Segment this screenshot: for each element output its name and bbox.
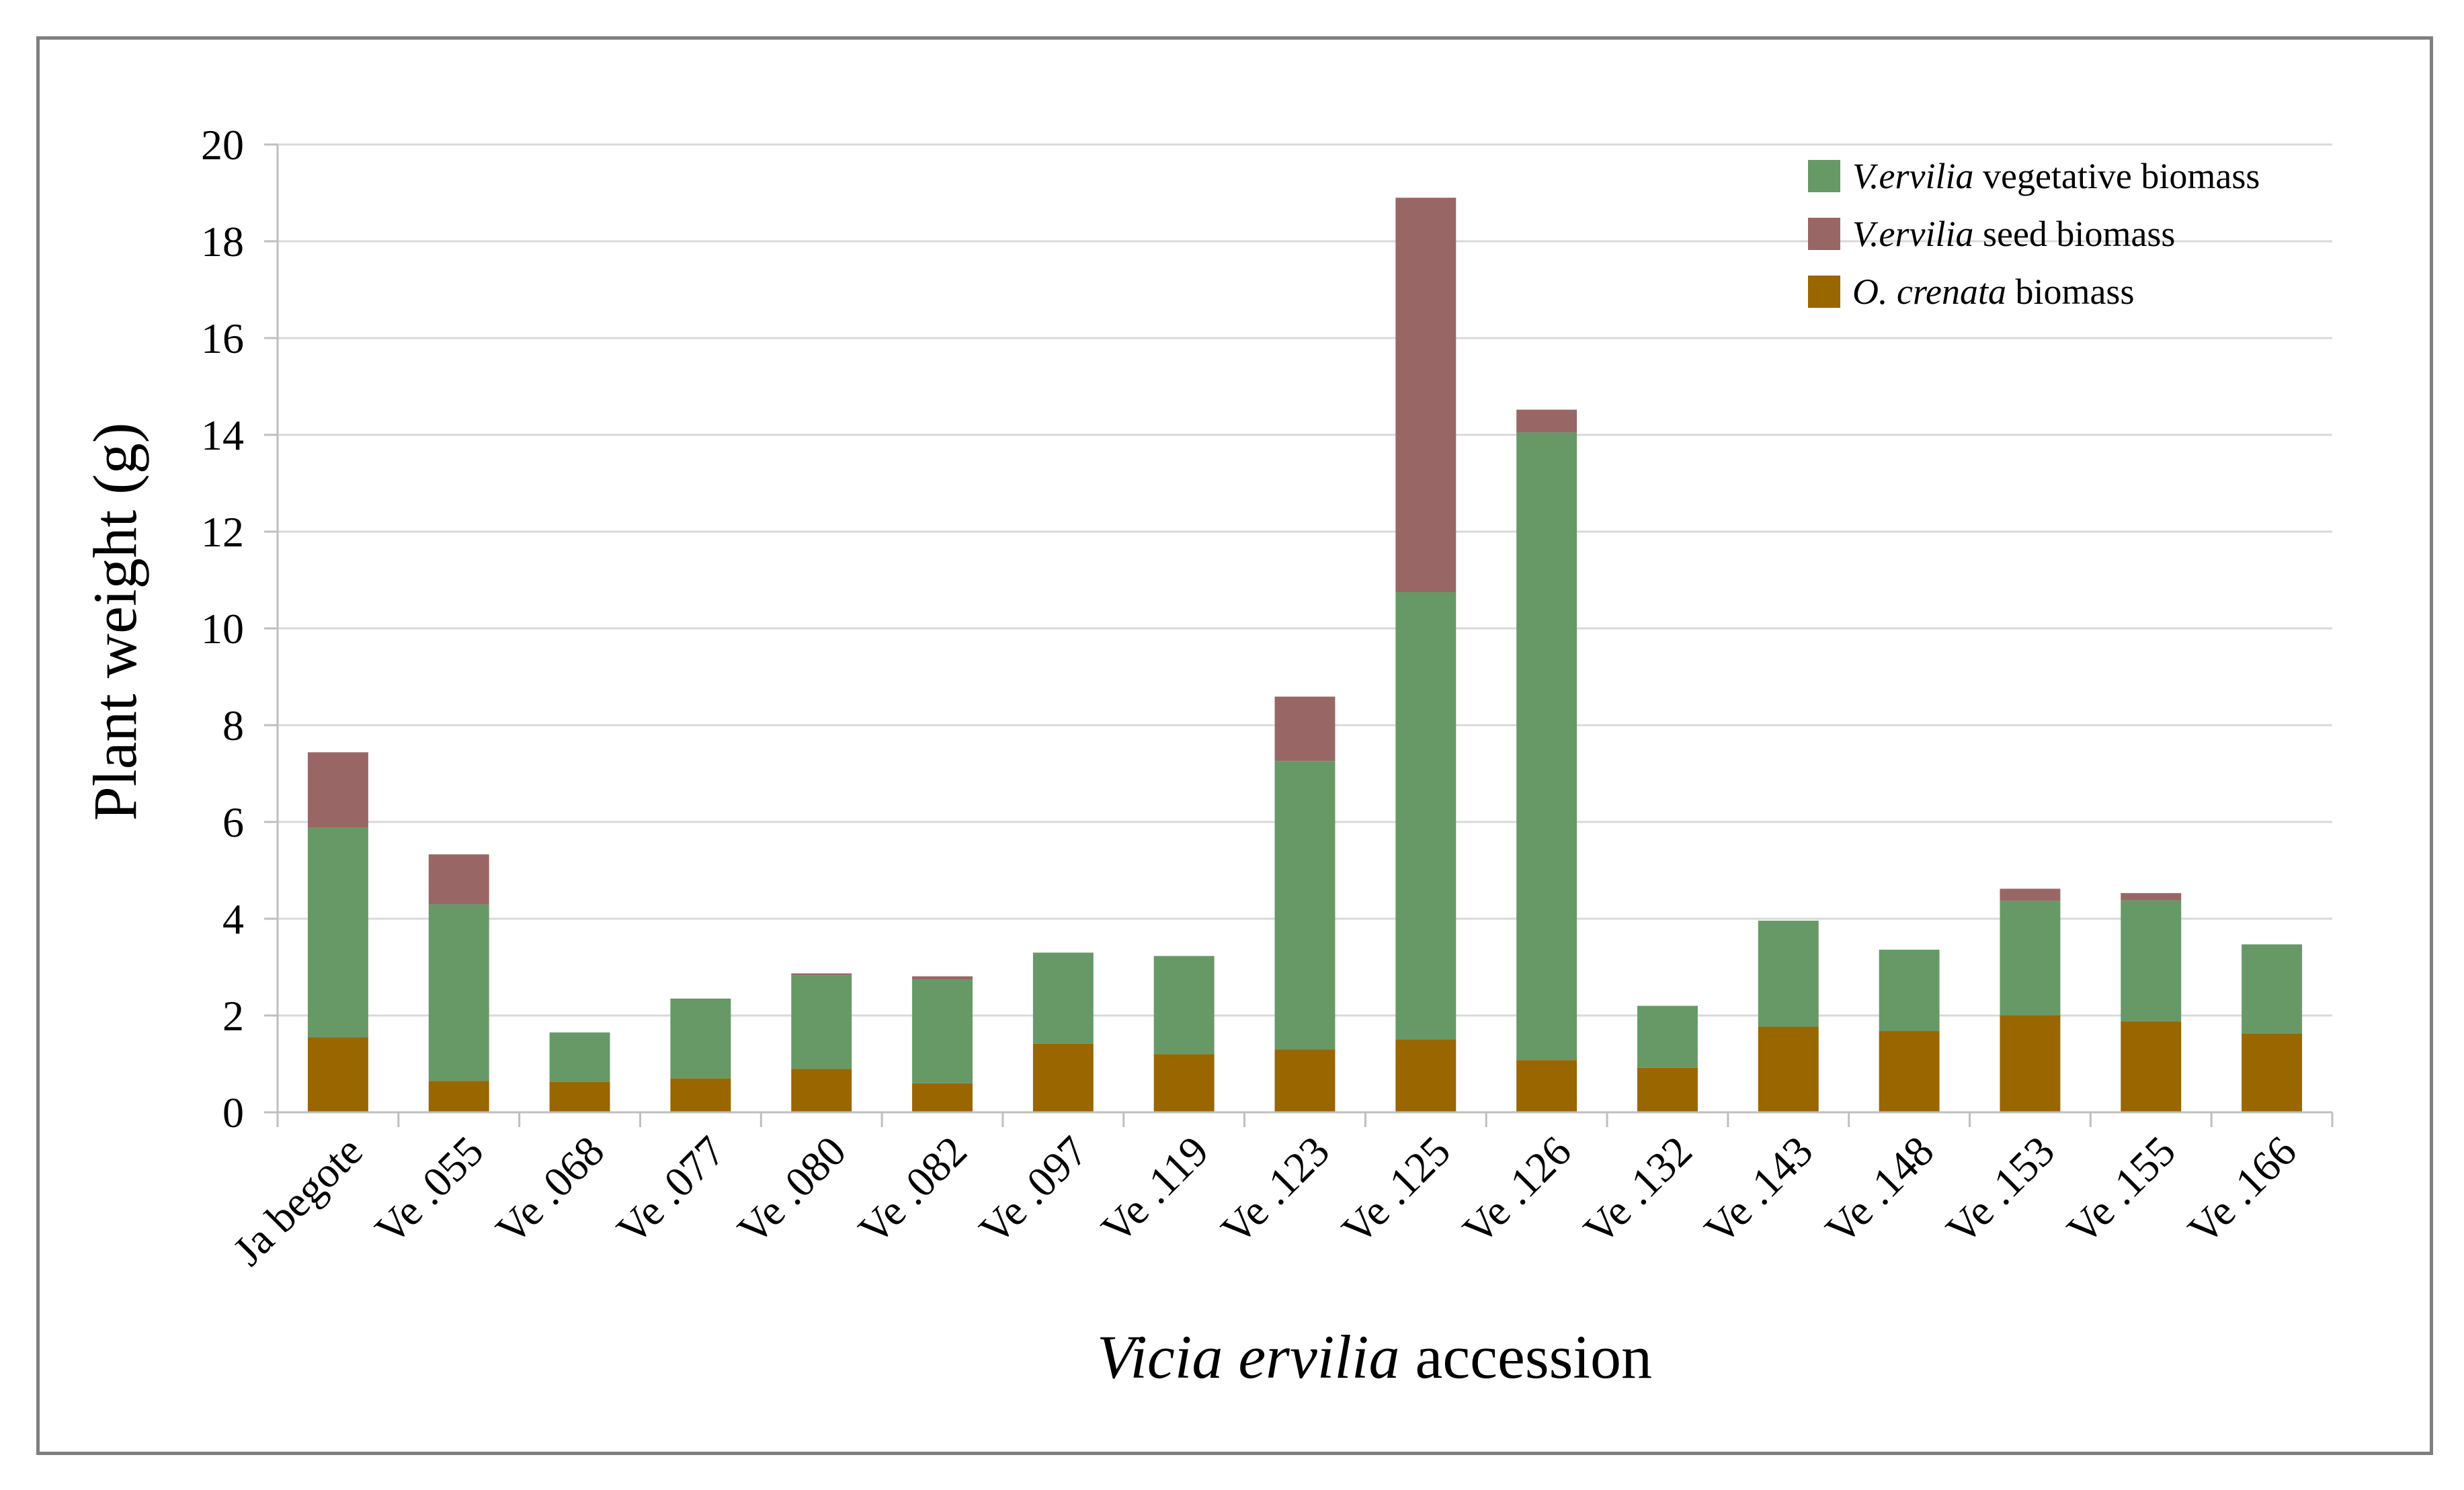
bar-vegetative [428, 904, 489, 1081]
x-tick-label: Ve .077 [608, 1127, 734, 1253]
bar-crenata [1758, 1026, 1819, 1112]
y-tick-label: 18 [201, 218, 244, 265]
bar-vegetative [1032, 952, 1094, 1044]
bar-crenata [1637, 1067, 1698, 1112]
bar-crenata [1516, 1060, 1577, 1112]
chart-frame [36, 36, 2433, 1455]
x-tick-label: Ve .153 [1937, 1127, 2063, 1253]
legend: V.ervilia vegetative biomass V.ervilia se… [1808, 156, 2260, 312]
bar-seed [2121, 893, 2182, 901]
bar-vegetative [2121, 900, 2182, 1022]
x-tick-label: Ve .080 [729, 1127, 855, 1253]
bar-seed [428, 854, 489, 905]
bar-seed [791, 973, 852, 976]
x-tick-label: Ve .125 [1333, 1127, 1459, 1253]
x-tick-label: Ve .126 [1454, 1127, 1580, 1253]
bar-seed [912, 976, 973, 979]
bar-crenata [1032, 1043, 1094, 1112]
y-axis-title: Plant weight (g) [81, 423, 149, 821]
legend-swatch-seed [1808, 218, 1840, 250]
bar-vegetative [1153, 956, 1215, 1054]
x-tick-label: Ve .148 [1816, 1127, 1942, 1253]
bar-crenata [428, 1081, 489, 1112]
y-tick-labels: 0 2 4 6 8 10 12 14 16 18 20 [201, 121, 244, 1136]
y-tick-label: 6 [222, 798, 244, 846]
y-tick-label: 8 [222, 702, 244, 749]
legend-swatch-crenata [1808, 276, 1840, 308]
legend-label-crenata: O. crenata biomass [1852, 272, 2134, 312]
bar-crenata [791, 1069, 852, 1112]
bar-crenata [1879, 1031, 1940, 1112]
y-tick-label: 12 [201, 508, 244, 556]
bar-crenata [2242, 1033, 2303, 1112]
y-tick-label: 14 [201, 411, 244, 459]
bar-crenata [670, 1078, 731, 1112]
bar-crenata [1153, 1054, 1215, 1112]
bar-vegetative [912, 979, 973, 1083]
y-tick-label: 16 [201, 315, 244, 362]
x-axis-title: Vicia ervilia accession [1097, 1323, 1652, 1391]
bar-vegetative [1274, 761, 1336, 1050]
bar-seed [1395, 198, 1456, 592]
bar-vegetative [670, 998, 731, 1079]
bar-vegetative [791, 975, 852, 1069]
bar-crenata [549, 1081, 610, 1112]
bars [307, 198, 2303, 1112]
x-tick-label: Ve .143 [1695, 1127, 1821, 1253]
y-tick-label: 2 [222, 992, 244, 1040]
x-tick-label: Ve .132 [1574, 1127, 1700, 1253]
bar-crenata [307, 1037, 368, 1112]
bar-vegetative [549, 1032, 610, 1082]
y-tick-label: 4 [222, 895, 244, 943]
x-tick-label: Ve .155 [2058, 1127, 2184, 1253]
bar-crenata [1395, 1040, 1456, 1112]
x-tick-label: Ve .068 [487, 1127, 613, 1253]
bar-vegetative [2242, 944, 2303, 1034]
y-tick-label: 10 [201, 605, 244, 653]
x-tick-label: Ve .166 [2179, 1127, 2305, 1253]
x-tick-label: Ja begote [224, 1127, 372, 1275]
bar-crenata [912, 1083, 973, 1112]
bar-vegetative [307, 827, 368, 1038]
bar-crenata [1274, 1049, 1336, 1112]
legend-label-vegetative: V.ervilia vegetative biomass [1852, 156, 2260, 196]
y-tick-label: 0 [222, 1089, 244, 1136]
x-tick-label: Ve .097 [970, 1127, 1096, 1253]
bar-vegetative [1758, 920, 1819, 1027]
bar-crenata [2000, 1016, 2061, 1112]
bar-vegetative [1879, 950, 1940, 1032]
x-tick-label: Ve .119 [1092, 1127, 1218, 1253]
x-tick-label: Ve .123 [1212, 1127, 1338, 1253]
bar-crenata [2121, 1021, 2182, 1112]
x-axis-title-rest: accession [1399, 1323, 1652, 1391]
legend-label-seed: V.ervilia seed biomass [1852, 214, 2175, 254]
bar-seed [2000, 888, 2061, 901]
legend-swatch-vegetative [1808, 160, 1840, 192]
bar-seed [1274, 696, 1336, 761]
axes [264, 143, 2334, 1127]
bar-vegetative [1637, 1005, 1698, 1068]
bar-vegetative [1516, 432, 1577, 1061]
x-axis-title-italic: Vicia ervilia [1097, 1323, 1399, 1391]
bar-seed [1516, 409, 1577, 433]
bar-seed [307, 752, 368, 828]
bar-vegetative [2000, 901, 2061, 1016]
bar-vegetative [1395, 592, 1456, 1040]
y-tick-label: 20 [201, 121, 244, 169]
x-tick-label: Ve .055 [366, 1127, 492, 1253]
x-tick-label: Ve .082 [849, 1127, 975, 1253]
